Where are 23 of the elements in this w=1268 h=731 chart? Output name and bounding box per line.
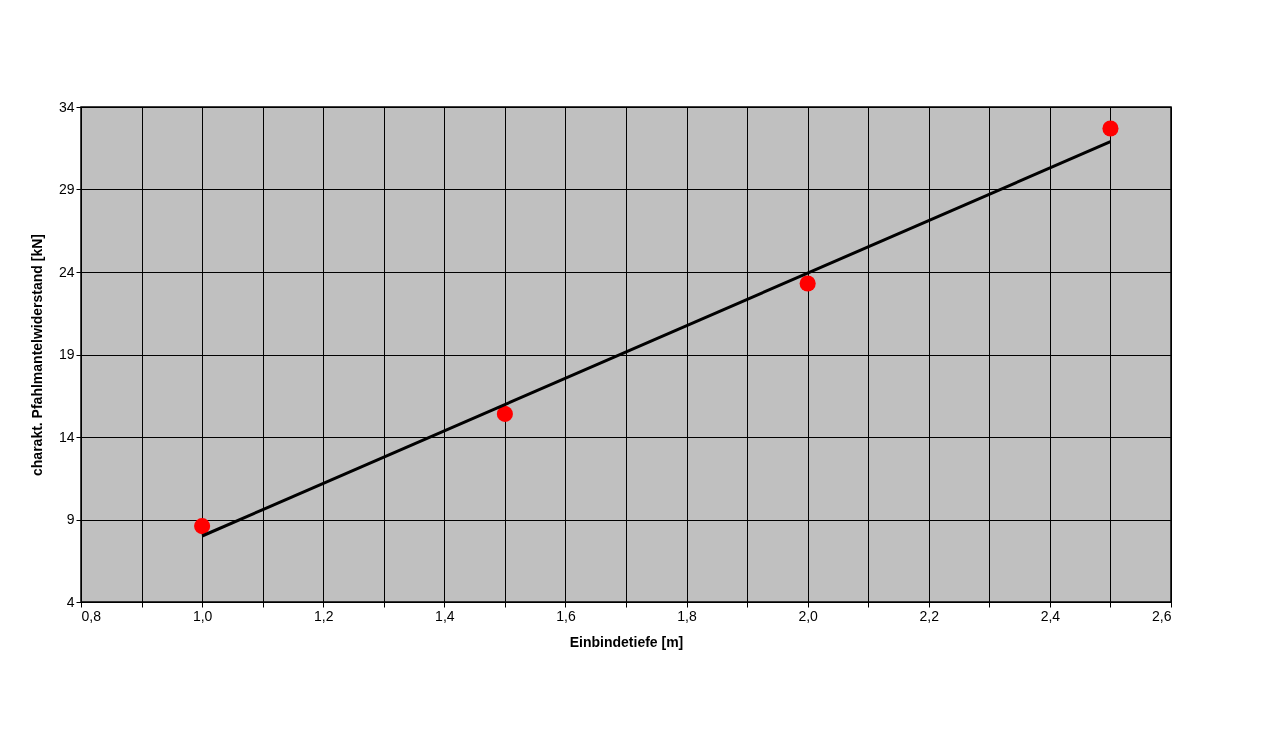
y-tick-label: 24 [58, 263, 75, 280]
y-tick-label: 34 [58, 98, 75, 115]
y-tick-label: 29 [58, 181, 75, 197]
x-tick-label: 2,2 [919, 607, 940, 624]
x-tick-label: 2,4 [1040, 607, 1061, 624]
point [1102, 120, 1119, 137]
x-tick-label: 1,8 [677, 607, 697, 624]
x-tick-label: 1,0 [192, 607, 213, 624]
x-tick-label: 1,4 [435, 607, 455, 624]
point [496, 405, 513, 422]
point [799, 275, 816, 292]
x-tick-label: 0,8 [81, 607, 102, 624]
x-tick-label: 2,6 [1152, 607, 1172, 624]
y-axis-title: charakt. Pfahlmantelwiderstand [kN] [28, 234, 45, 476]
point [194, 518, 211, 535]
x-tick-label: 2,0 [798, 607, 819, 624]
x-tick-label: 1,6 [556, 607, 576, 624]
x-axis-title: Einbindetiefe [m] [569, 633, 684, 650]
y-tick-label: 9 [66, 511, 75, 527]
x-tick-label: 1,2 [313, 607, 334, 624]
y-tick-label: 14 [58, 428, 75, 445]
y-tick-label: 4 [66, 593, 75, 610]
y-tick-label: 19 [58, 346, 75, 362]
